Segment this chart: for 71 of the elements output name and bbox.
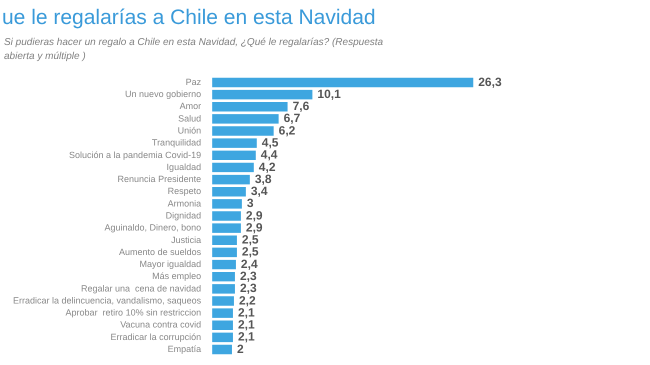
bar bbox=[212, 296, 234, 306]
bar bbox=[212, 186, 246, 196]
chart-title: ue le regalarías a Chile en esta Navidad bbox=[2, 6, 376, 30]
bar bbox=[212, 320, 233, 330]
data-label: 4,2 bbox=[258, 160, 276, 174]
y-tick-label: Paz bbox=[186, 76, 202, 87]
y-tick-label: Amor bbox=[180, 101, 202, 112]
data-label: 2,5 bbox=[242, 244, 259, 259]
bar bbox=[212, 162, 254, 172]
bar bbox=[212, 78, 474, 88]
data-label: 10,1 bbox=[317, 86, 342, 101]
data-label: 2,2 bbox=[238, 293, 256, 308]
y-tick-label: Regalar una cena de navidad bbox=[81, 283, 202, 294]
data-label: 2,3 bbox=[240, 269, 257, 284]
data-label: 2,4 bbox=[240, 256, 258, 271]
y-tick-label: Aguinaldo, Dinero, bono bbox=[104, 222, 202, 233]
data-label: 26,3 bbox=[478, 74, 502, 89]
data-label: 2,9 bbox=[246, 208, 263, 222]
bar bbox=[212, 150, 256, 160]
y-tick-label: Tranquilidad bbox=[152, 138, 202, 148]
data-label: 3,8 bbox=[254, 172, 272, 186]
data-label: 3 bbox=[246, 196, 254, 210]
bar bbox=[212, 260, 236, 270]
bar bbox=[212, 248, 237, 258]
y-tick-label: Justicia bbox=[171, 234, 202, 245]
bar bbox=[212, 90, 312, 100]
data-label: 4,5 bbox=[262, 135, 279, 150]
bar bbox=[212, 272, 235, 282]
bar bbox=[212, 174, 250, 184]
y-tick-label: Empatía bbox=[168, 344, 202, 354]
data-label: 3,4 bbox=[250, 184, 268, 198]
bar bbox=[212, 138, 257, 148]
bar bbox=[212, 284, 235, 294]
y-tick-label: Igualdad bbox=[166, 162, 202, 172]
data-label: 2,5 bbox=[242, 232, 259, 247]
data-label: 2,1 bbox=[238, 318, 255, 332]
chart-subtitle: Si pudieras hacer un regalo a Chile en esta Navidad, ¿Qué le regalarías? (Respuesta abierta y múltiple ) bbox=[4, 36, 384, 64]
y-tick-label: Erradicar la corrupción bbox=[110, 332, 202, 342]
y-tick-label: Dignidad bbox=[166, 210, 202, 220]
bar bbox=[212, 223, 241, 233]
data-label: 6,2 bbox=[278, 123, 296, 138]
data-label: 2,1 bbox=[238, 305, 255, 320]
y-tick-label: Erradicar la delincuencia, vandalismo, saqueos bbox=[12, 295, 202, 306]
bar bbox=[212, 344, 232, 354]
bar bbox=[212, 102, 288, 112]
bar bbox=[212, 332, 233, 342]
data-label: 6,7 bbox=[284, 111, 301, 126]
y-tick-label: Respeto bbox=[168, 186, 202, 196]
data-label: 4,4 bbox=[260, 148, 278, 162]
bar bbox=[212, 126, 274, 136]
y-tick-label: Solución a la pandemia Covid-19 bbox=[69, 150, 202, 160]
bar bbox=[212, 114, 279, 124]
y-tick-label: Un nuevo gobierno bbox=[125, 89, 202, 100]
y-tick-label: Renuncia Presidente bbox=[118, 174, 202, 184]
bar bbox=[212, 236, 237, 246]
y-tick-label: Aprobar retiro 10% sin restriccion bbox=[66, 308, 202, 318]
y-tick-label: Vacuna contra covid bbox=[120, 320, 202, 330]
bar bbox=[212, 308, 233, 318]
y-tick-label: Unión bbox=[178, 126, 202, 136]
bar bbox=[212, 199, 242, 209]
y-tick-label: Aumento de sueldos bbox=[119, 246, 202, 257]
bar bbox=[212, 211, 241, 221]
y-tick-label: Mayor igualdad bbox=[140, 259, 202, 270]
data-label: 7,6 bbox=[292, 99, 310, 114]
y-tick-label: Armonia bbox=[168, 198, 202, 208]
y-tick-label: Más empleo bbox=[152, 271, 202, 282]
data-label: 2,1 bbox=[238, 330, 255, 344]
y-tick-label: Salud bbox=[178, 113, 202, 124]
data-label: 2,9 bbox=[246, 220, 263, 234]
data-label: 2 bbox=[236, 342, 244, 356]
data-label: 2,3 bbox=[240, 281, 257, 296]
